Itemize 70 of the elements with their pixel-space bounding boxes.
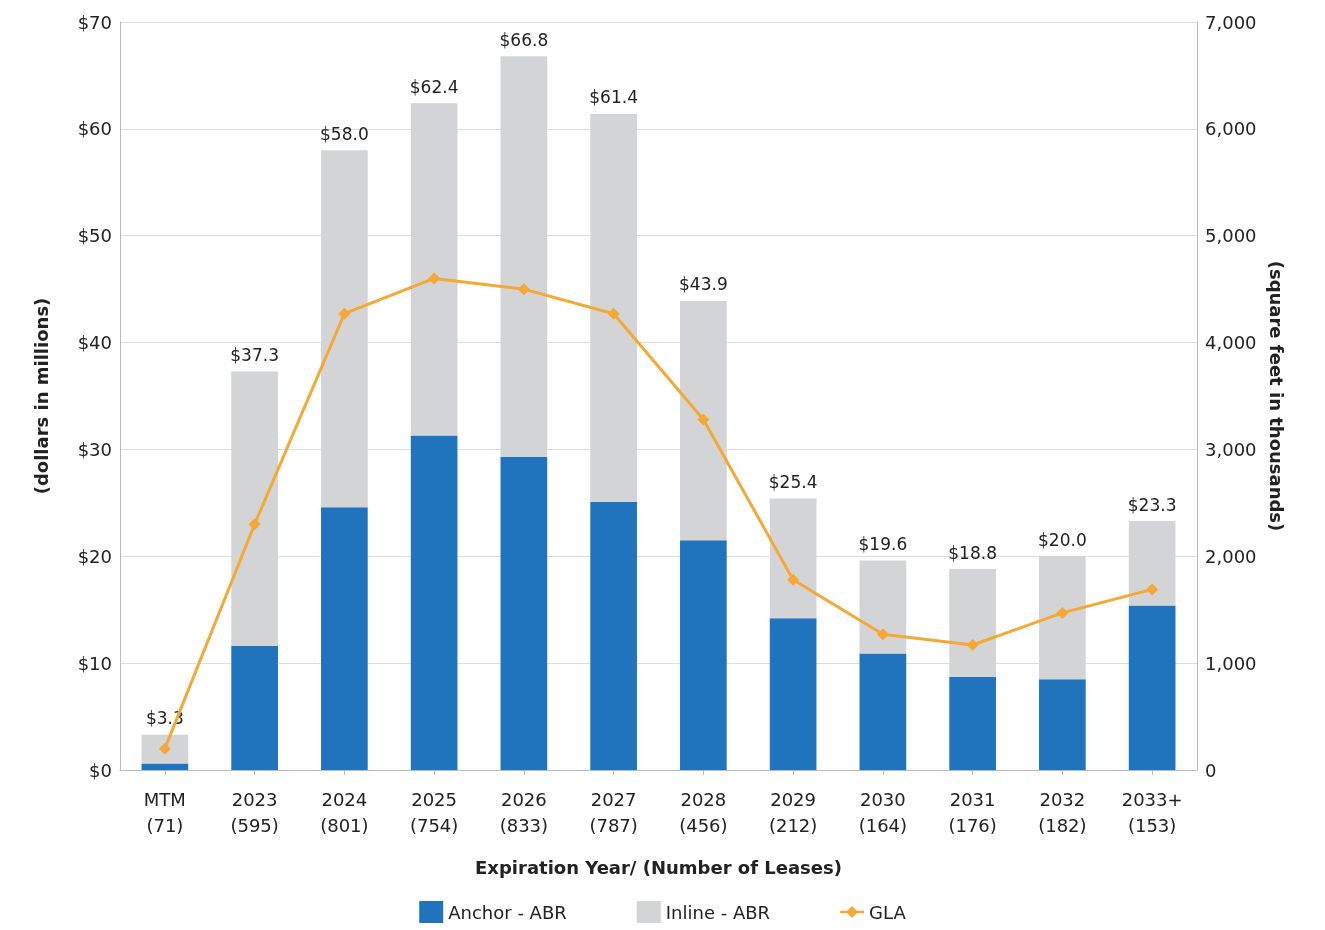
- bar: [321, 507, 368, 770]
- bar: [231, 646, 278, 770]
- bar: [949, 677, 996, 770]
- bar: [410, 435, 458, 770]
- bar: [859, 560, 907, 654]
- x-tick-label: 2029 (212): [768, 788, 818, 836]
- y-tick-label: $0: [89, 759, 112, 781]
- y-axis-title: (dollars in millions): [30, 297, 52, 495]
- x-tick-label: 2032 (182): [1038, 788, 1087, 836]
- bar: [500, 456, 548, 770]
- x-tick-label: 2028 (456): [679, 788, 728, 836]
- y2-axis-title: (square feet in thousands): [1265, 260, 1287, 532]
- total-label: $43.9: [679, 274, 728, 295]
- y2-tick-label: 4,000: [1205, 332, 1257, 354]
- y-tick-label: $50: [77, 225, 112, 247]
- y2-tick-label: 2,000: [1205, 545, 1257, 567]
- point: [338, 307, 351, 320]
- bar: [769, 618, 817, 770]
- y-tick-label: $70: [77, 11, 112, 33]
- bar: [859, 653, 907, 770]
- x-tick-label: 2027 (787): [589, 788, 638, 836]
- y2-tick-label: 3,000: [1205, 438, 1257, 460]
- x-tick-label: 2033+ (153): [1121, 788, 1183, 836]
- y2-tick-label: 1,000: [1205, 652, 1257, 674]
- bar: [141, 763, 189, 770]
- bar: [1039, 679, 1086, 770]
- y2-tick-label: 5,000: [1205, 225, 1257, 247]
- y2-tick-label: 0: [1205, 759, 1217, 781]
- point: [697, 413, 710, 426]
- total-label: $20.0: [1038, 529, 1087, 550]
- y-tick-label: $30: [77, 438, 112, 460]
- point: [517, 283, 530, 296]
- total-label: $61.4: [589, 87, 638, 108]
- y-tick-label: $60: [77, 118, 112, 140]
- total-label: $18.8: [948, 542, 997, 563]
- legend-label: Anchor - ABR: [448, 901, 567, 923]
- x-tick-label: MTM (71): [143, 788, 186, 836]
- total-label: $62.4: [409, 76, 459, 97]
- y-tick-label: $20: [77, 545, 112, 567]
- point: [607, 307, 620, 320]
- legend-label: GLA: [869, 901, 907, 923]
- bar: [1128, 605, 1176, 770]
- bar: [141, 734, 189, 764]
- y2-tick-label: 6,000: [1205, 118, 1257, 140]
- x-tick-label: 2025 (754): [409, 788, 459, 836]
- x-tick-label: 2026 (833): [499, 788, 549, 836]
- point: [1146, 583, 1159, 596]
- y-tick-label: $40: [77, 332, 112, 354]
- point: [876, 628, 889, 641]
- bar: [680, 540, 727, 770]
- total-label: $23.3: [1127, 494, 1177, 515]
- x-tick-label: 2024 (801): [320, 788, 369, 836]
- point: [428, 272, 441, 285]
- point: [248, 518, 261, 531]
- x-axis-title: Expiration Year/ (Number of Leases): [475, 856, 842, 878]
- total-label: $66.8: [499, 29, 549, 50]
- point: [787, 573, 800, 586]
- y2-tick-label: 7,000: [1205, 11, 1257, 33]
- point: [1056, 606, 1069, 619]
- bar: [590, 501, 637, 770]
- point: [966, 638, 979, 651]
- legend-label: Inline - ABR: [665, 901, 771, 923]
- x-tick-label: 2023 (595): [230, 788, 279, 836]
- x-tick-label: 2031 (176): [948, 788, 997, 836]
- x-tick-label: 2030 (164): [858, 788, 908, 836]
- total-label: $19.6: [858, 534, 908, 555]
- y-tick-label: $10: [77, 652, 112, 674]
- total-label: $25.4: [768, 472, 818, 493]
- total-label: $37.3: [230, 344, 279, 365]
- total-label: $58.0: [320, 123, 369, 144]
